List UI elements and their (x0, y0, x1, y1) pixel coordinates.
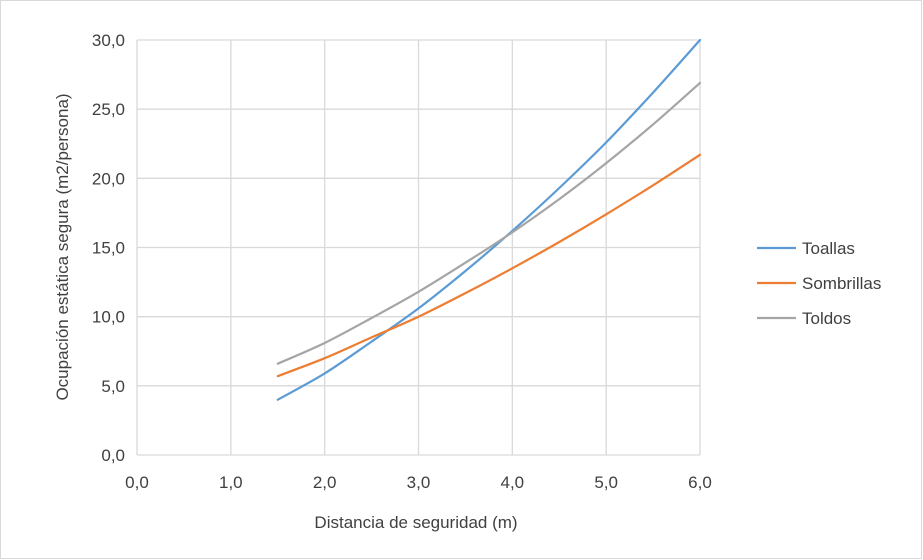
y-tick-label: 30,0 (92, 31, 125, 50)
x-axis-title: Distancia de seguridad (m) (314, 513, 517, 532)
x-tick-label: 3,0 (407, 473, 431, 492)
series-lines (276, 38, 702, 401)
y-tick-label: 10,0 (92, 308, 125, 327)
y-tick-label: 25,0 (92, 100, 125, 119)
y-tick-label: 5,0 (101, 377, 125, 396)
series-line-sombrillas (276, 153, 702, 378)
legend: Toallas Sombrillas Toldos (757, 239, 881, 328)
x-axis-ticks: 0,0 1,0 2,0 3,0 4,0 5,0 6,0 (125, 473, 712, 492)
legend-label-sombrillas: Sombrillas (802, 274, 881, 293)
y-axis-title: Ocupación estática segura (m2/persona) (53, 93, 72, 400)
y-axis-ticks: 0,0 5,0 10,0 15,0 20,0 25,0 30,0 (92, 31, 125, 465)
gridlines (136, 39, 701, 456)
x-tick-label: 2,0 (313, 473, 337, 492)
legend-label-toallas: Toallas (802, 239, 855, 258)
y-tick-label: 20,0 (92, 169, 125, 188)
legend-label-toldos: Toldos (802, 309, 851, 328)
series-line-toallas (276, 38, 702, 401)
y-tick-label: 0,0 (101, 446, 125, 465)
x-tick-label: 6,0 (688, 473, 712, 492)
y-tick-label: 15,0 (92, 239, 125, 258)
x-tick-label: 1,0 (219, 473, 243, 492)
x-tick-label: 0,0 (125, 473, 149, 492)
series-line-toldos (276, 81, 702, 365)
x-tick-label: 4,0 (501, 473, 525, 492)
x-tick-label: 5,0 (594, 473, 618, 492)
